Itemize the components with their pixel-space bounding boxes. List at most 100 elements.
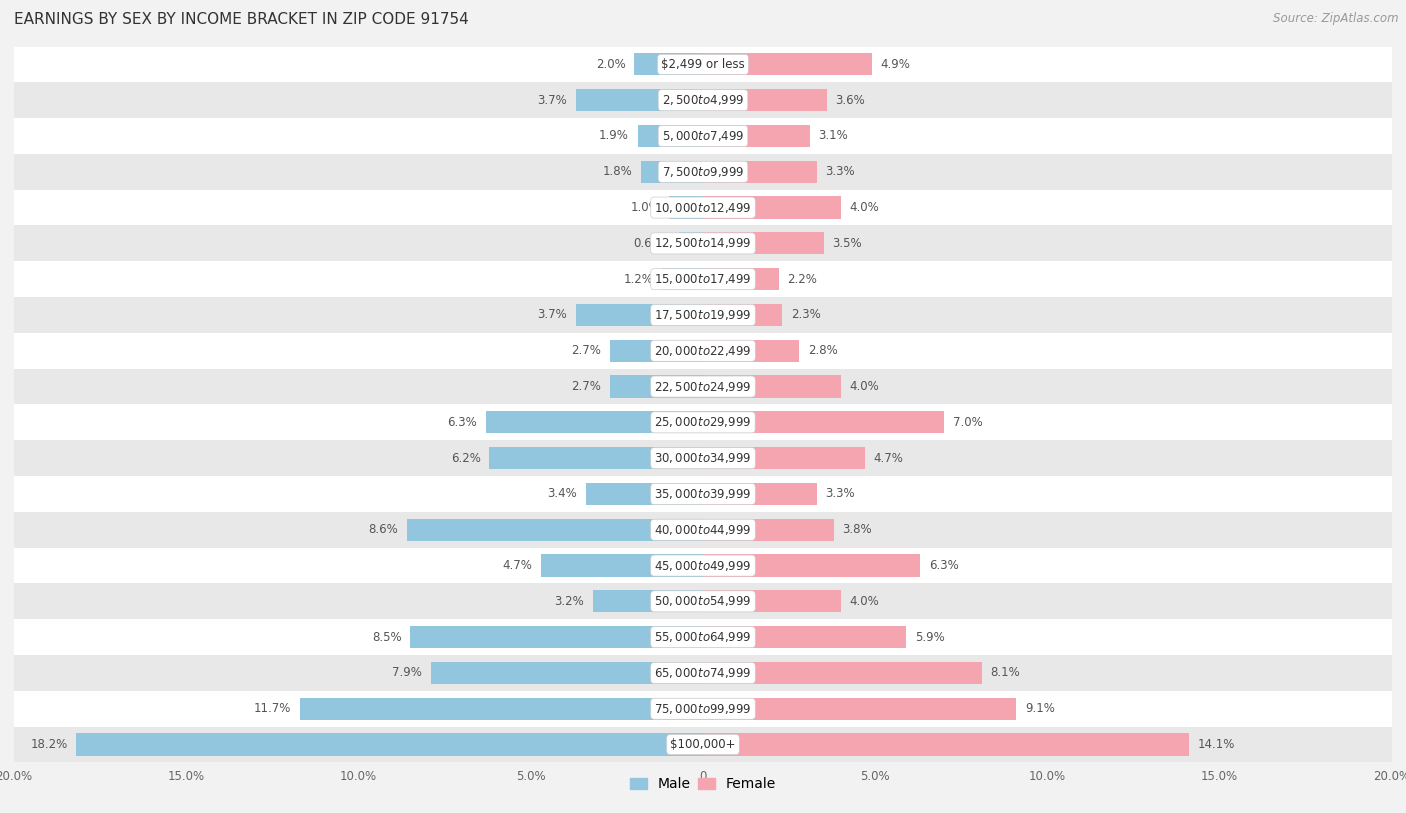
Text: $30,000 to $34,999: $30,000 to $34,999 xyxy=(654,451,752,465)
Text: 7.0%: 7.0% xyxy=(953,416,983,429)
Text: $55,000 to $64,999: $55,000 to $64,999 xyxy=(654,630,752,644)
Bar xyxy=(662,268,703,290)
Bar xyxy=(610,340,703,362)
Bar xyxy=(703,161,817,183)
Text: 4.7%: 4.7% xyxy=(502,559,533,572)
Text: $20,000 to $22,499: $20,000 to $22,499 xyxy=(654,344,752,358)
Text: 9.1%: 9.1% xyxy=(1025,702,1054,715)
Text: 1.2%: 1.2% xyxy=(623,272,652,285)
Bar xyxy=(14,46,1392,82)
Text: Source: ZipAtlas.com: Source: ZipAtlas.com xyxy=(1274,12,1399,25)
Bar xyxy=(641,161,703,183)
Text: 5.9%: 5.9% xyxy=(915,631,945,644)
Bar xyxy=(14,691,1392,727)
Text: $10,000 to $12,499: $10,000 to $12,499 xyxy=(654,201,752,215)
Bar xyxy=(489,447,703,469)
Text: $100,000+: $100,000+ xyxy=(671,738,735,751)
Text: 2.7%: 2.7% xyxy=(571,344,602,357)
Bar xyxy=(703,89,827,111)
Text: 6.3%: 6.3% xyxy=(928,559,959,572)
Bar xyxy=(703,304,782,326)
Bar xyxy=(14,368,1392,405)
Text: 2.3%: 2.3% xyxy=(790,308,821,321)
Text: 8.5%: 8.5% xyxy=(373,631,402,644)
Text: 8.6%: 8.6% xyxy=(368,524,398,537)
Text: $45,000 to $49,999: $45,000 to $49,999 xyxy=(654,559,752,572)
Text: 1.9%: 1.9% xyxy=(599,129,628,142)
Text: $35,000 to $39,999: $35,000 to $39,999 xyxy=(654,487,752,501)
Text: 3.2%: 3.2% xyxy=(554,595,583,608)
Bar xyxy=(14,405,1392,441)
Text: $12,500 to $14,999: $12,500 to $14,999 xyxy=(654,237,752,250)
Bar xyxy=(703,483,817,505)
Bar xyxy=(703,519,834,541)
Text: 3.7%: 3.7% xyxy=(537,93,567,107)
Text: $25,000 to $29,999: $25,000 to $29,999 xyxy=(654,415,752,429)
Bar xyxy=(76,733,703,755)
Bar xyxy=(14,225,1392,261)
Text: $2,499 or less: $2,499 or less xyxy=(661,58,745,71)
Text: 4.9%: 4.9% xyxy=(880,58,910,71)
Legend: Male, Female: Male, Female xyxy=(624,772,782,797)
Text: 11.7%: 11.7% xyxy=(254,702,291,715)
Text: $5,000 to $7,499: $5,000 to $7,499 xyxy=(662,129,744,143)
Bar xyxy=(430,662,703,684)
Bar xyxy=(593,590,703,612)
Text: 0.69%: 0.69% xyxy=(633,237,671,250)
Bar xyxy=(14,441,1392,476)
Bar xyxy=(703,447,865,469)
Bar xyxy=(14,118,1392,154)
Text: 2.7%: 2.7% xyxy=(571,380,602,393)
Text: $15,000 to $17,499: $15,000 to $17,499 xyxy=(654,272,752,286)
Bar xyxy=(703,340,800,362)
Text: 6.2%: 6.2% xyxy=(451,452,481,465)
Bar xyxy=(14,584,1392,620)
Bar xyxy=(703,698,1017,720)
Text: 4.0%: 4.0% xyxy=(849,380,879,393)
Bar xyxy=(14,333,1392,368)
Text: 7.9%: 7.9% xyxy=(392,667,422,680)
Bar xyxy=(703,376,841,398)
Text: $22,500 to $24,999: $22,500 to $24,999 xyxy=(654,380,752,393)
Text: 3.8%: 3.8% xyxy=(842,524,872,537)
Bar xyxy=(703,733,1188,755)
Text: EARNINGS BY SEX BY INCOME BRACKET IN ZIP CODE 91754: EARNINGS BY SEX BY INCOME BRACKET IN ZIP… xyxy=(14,12,468,27)
Text: 1.0%: 1.0% xyxy=(630,201,659,214)
Text: 6.3%: 6.3% xyxy=(447,416,478,429)
Text: 2.2%: 2.2% xyxy=(787,272,817,285)
Text: $2,500 to $4,999: $2,500 to $4,999 xyxy=(662,93,744,107)
Bar xyxy=(14,82,1392,118)
Text: 4.0%: 4.0% xyxy=(849,201,879,214)
Bar xyxy=(634,54,703,76)
Bar xyxy=(14,189,1392,225)
Bar xyxy=(14,297,1392,333)
Bar xyxy=(14,620,1392,655)
Bar xyxy=(541,554,703,576)
Text: $7,500 to $9,999: $7,500 to $9,999 xyxy=(662,165,744,179)
Text: 3.3%: 3.3% xyxy=(825,488,855,501)
Text: 3.7%: 3.7% xyxy=(537,308,567,321)
Bar xyxy=(703,125,810,147)
Text: 3.1%: 3.1% xyxy=(818,129,848,142)
Bar xyxy=(575,89,703,111)
Text: $40,000 to $44,999: $40,000 to $44,999 xyxy=(654,523,752,537)
Bar xyxy=(14,655,1392,691)
Bar xyxy=(679,233,703,254)
Text: $65,000 to $74,999: $65,000 to $74,999 xyxy=(654,666,752,680)
Bar xyxy=(14,476,1392,512)
Text: 8.1%: 8.1% xyxy=(991,667,1021,680)
Text: 3.6%: 3.6% xyxy=(835,93,865,107)
Bar xyxy=(586,483,703,505)
Bar xyxy=(637,125,703,147)
Text: 14.1%: 14.1% xyxy=(1198,738,1234,751)
Text: 4.0%: 4.0% xyxy=(849,595,879,608)
Bar xyxy=(703,662,981,684)
Bar xyxy=(14,261,1392,297)
Bar xyxy=(703,268,779,290)
Bar xyxy=(703,233,824,254)
Text: $17,500 to $19,999: $17,500 to $19,999 xyxy=(654,308,752,322)
Bar xyxy=(14,727,1392,763)
Bar xyxy=(575,304,703,326)
Bar xyxy=(703,626,907,648)
Bar xyxy=(703,554,920,576)
